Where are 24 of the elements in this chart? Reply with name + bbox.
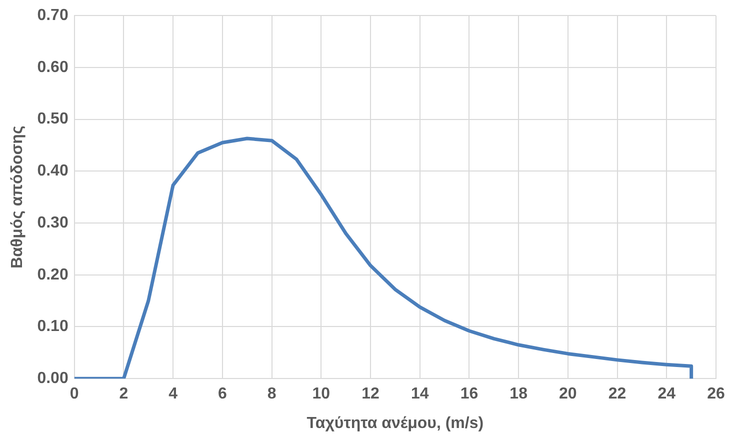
x-tick-label: 22 <box>608 386 626 403</box>
y-tick-label: 0.50 <box>37 110 68 128</box>
y-tick-label: 0.10 <box>37 318 68 336</box>
y-tick-label: 0.30 <box>37 214 68 232</box>
x-tick-label: 0 <box>70 386 79 403</box>
y-tick-label: 0.70 <box>37 7 68 24</box>
y-tick-label: 0.40 <box>37 162 68 180</box>
x-tick-label: 8 <box>267 386 276 403</box>
y-tick-label: 0.00 <box>37 370 68 388</box>
x-tick-label: 4 <box>168 386 178 403</box>
x-tick-label: 24 <box>658 386 676 403</box>
x-axis-title: Ταχύτητα ανέμου, (m/s) <box>306 414 484 432</box>
x-tick-label: 14 <box>410 386 429 403</box>
y-tick-label: 0.60 <box>37 58 68 76</box>
x-tick-label: 2 <box>119 386 128 403</box>
x-tick-label: 18 <box>510 386 528 403</box>
x-tick-label: 6 <box>218 386 227 403</box>
x-tick-label: 16 <box>460 386 478 403</box>
x-tick-label: 26 <box>707 386 725 403</box>
x-tick-label: 20 <box>559 386 577 403</box>
y-tick-label: 0.20 <box>37 266 68 284</box>
x-tick-label: 12 <box>362 386 380 403</box>
x-tick-label: 10 <box>312 386 330 403</box>
y-axis-title: Βαθμός απόδοσης <box>9 126 26 268</box>
